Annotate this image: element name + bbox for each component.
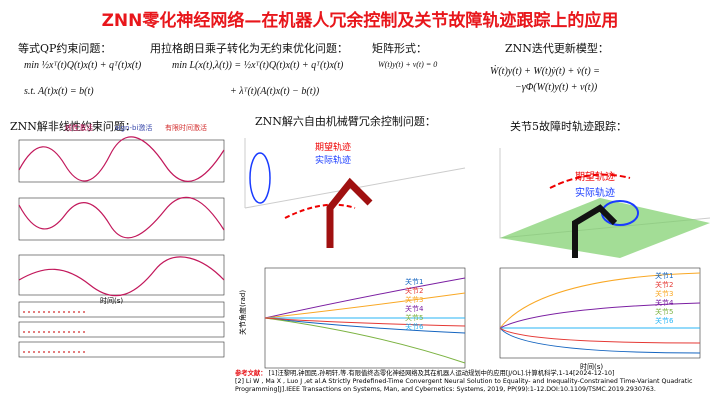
reference: [1]汪黎明,钟国民,孙明轩,等.有限值终态零化神经网络及其在机器人运动规划中的… — [268, 370, 615, 377]
legend-entry: 关节4 — [405, 305, 424, 313]
legend-entry: 关节1 — [405, 278, 424, 286]
heading: ZNN解六自由机械臂冗余控制问题： — [255, 115, 436, 128]
legend-entry: 关节4 — [655, 299, 674, 307]
joint-legend: 关节1 关节2 关节3 关节4 关节5 关节6 — [655, 272, 673, 326]
heading: 关节5故障时轨迹跟踪： — [510, 120, 627, 133]
heading: 用拉格朗日乘子转化为无约束优化问题： — [150, 42, 348, 55]
y-label: 关节角度(rad) — [239, 289, 247, 335]
legend-entry: 关节6 — [655, 317, 674, 325]
formula: −γΦ(W(t)y(t) + v(t)) — [515, 82, 598, 93]
heading: ZNN迭代更新模型： — [505, 42, 609, 55]
formula: s.t. A(t)x(t) = b(t) — [24, 86, 94, 97]
joint-legend: 关节1 关节2 关节3 关节4 关节5 关节6 — [405, 278, 423, 332]
legend-entry: 关节3 — [655, 290, 674, 298]
reference: [2] Li W , Ma X , Luo J ,et al.A Strictl… — [235, 378, 693, 393]
legend-entry: 关节5 — [655, 308, 674, 316]
middle-figure — [244, 138, 466, 369]
legend-entry: 线性激活 — [65, 124, 93, 132]
legend-entry: 期望轨迹 — [315, 143, 352, 153]
legend-entry: 期望轨迹 — [575, 172, 615, 183]
legend-entry: 关节3 — [405, 296, 424, 304]
formula: min L(x(t),λ(t)) = ½xᵀ(t)Q(t)x(t) + qᵀ(t… — [172, 60, 344, 71]
legend-entry: 关节6 — [405, 323, 424, 331]
heading: 等式QP约束问题： — [18, 42, 112, 55]
legend-entry: sign-bi激活 — [115, 124, 153, 132]
legend-entry: 关节5 — [405, 314, 424, 322]
formula: + λᵀ(t)(A(t)x(t) − b(t)) — [230, 86, 320, 97]
right-figure — [499, 148, 711, 359]
formula: W(t)y(t) + v(t) = 0 — [378, 60, 438, 69]
legend-entry: 实际轨迹 — [315, 156, 352, 166]
references: 参考文献： [1]汪黎明,钟国民,孙明轩,等.有限值终态零化神经网络及其在机器人… — [235, 370, 715, 394]
legend-entry: 关节2 — [655, 281, 674, 289]
formula: Ẇ(t)y(t) + W(t)ẏ(t) + v̇(t) = — [490, 66, 600, 77]
legend-entry: 有限时间激活 — [165, 124, 207, 132]
legend-entry: 实际轨迹 — [575, 188, 615, 199]
heading: 矩阵形式： — [372, 42, 427, 55]
heading: ZNN解非线性约束问题： — [10, 120, 136, 133]
legend-entry: 关节2 — [405, 287, 424, 295]
x-label: 时间(s) — [100, 297, 124, 305]
legend-entry: 关节1 — [655, 272, 674, 280]
title: ZNN零化神经网络—在机器人冗余控制及关节故障轨迹跟踪上的应用 — [101, 11, 619, 31]
x-label: 时间(s) — [580, 363, 604, 371]
formula: min ½xᵀ(t)Q(t)x(t) + qᵀ(t)x(t) — [24, 60, 142, 71]
left-plots — [18, 136, 225, 358]
references-label: 参考文献： — [235, 370, 267, 377]
